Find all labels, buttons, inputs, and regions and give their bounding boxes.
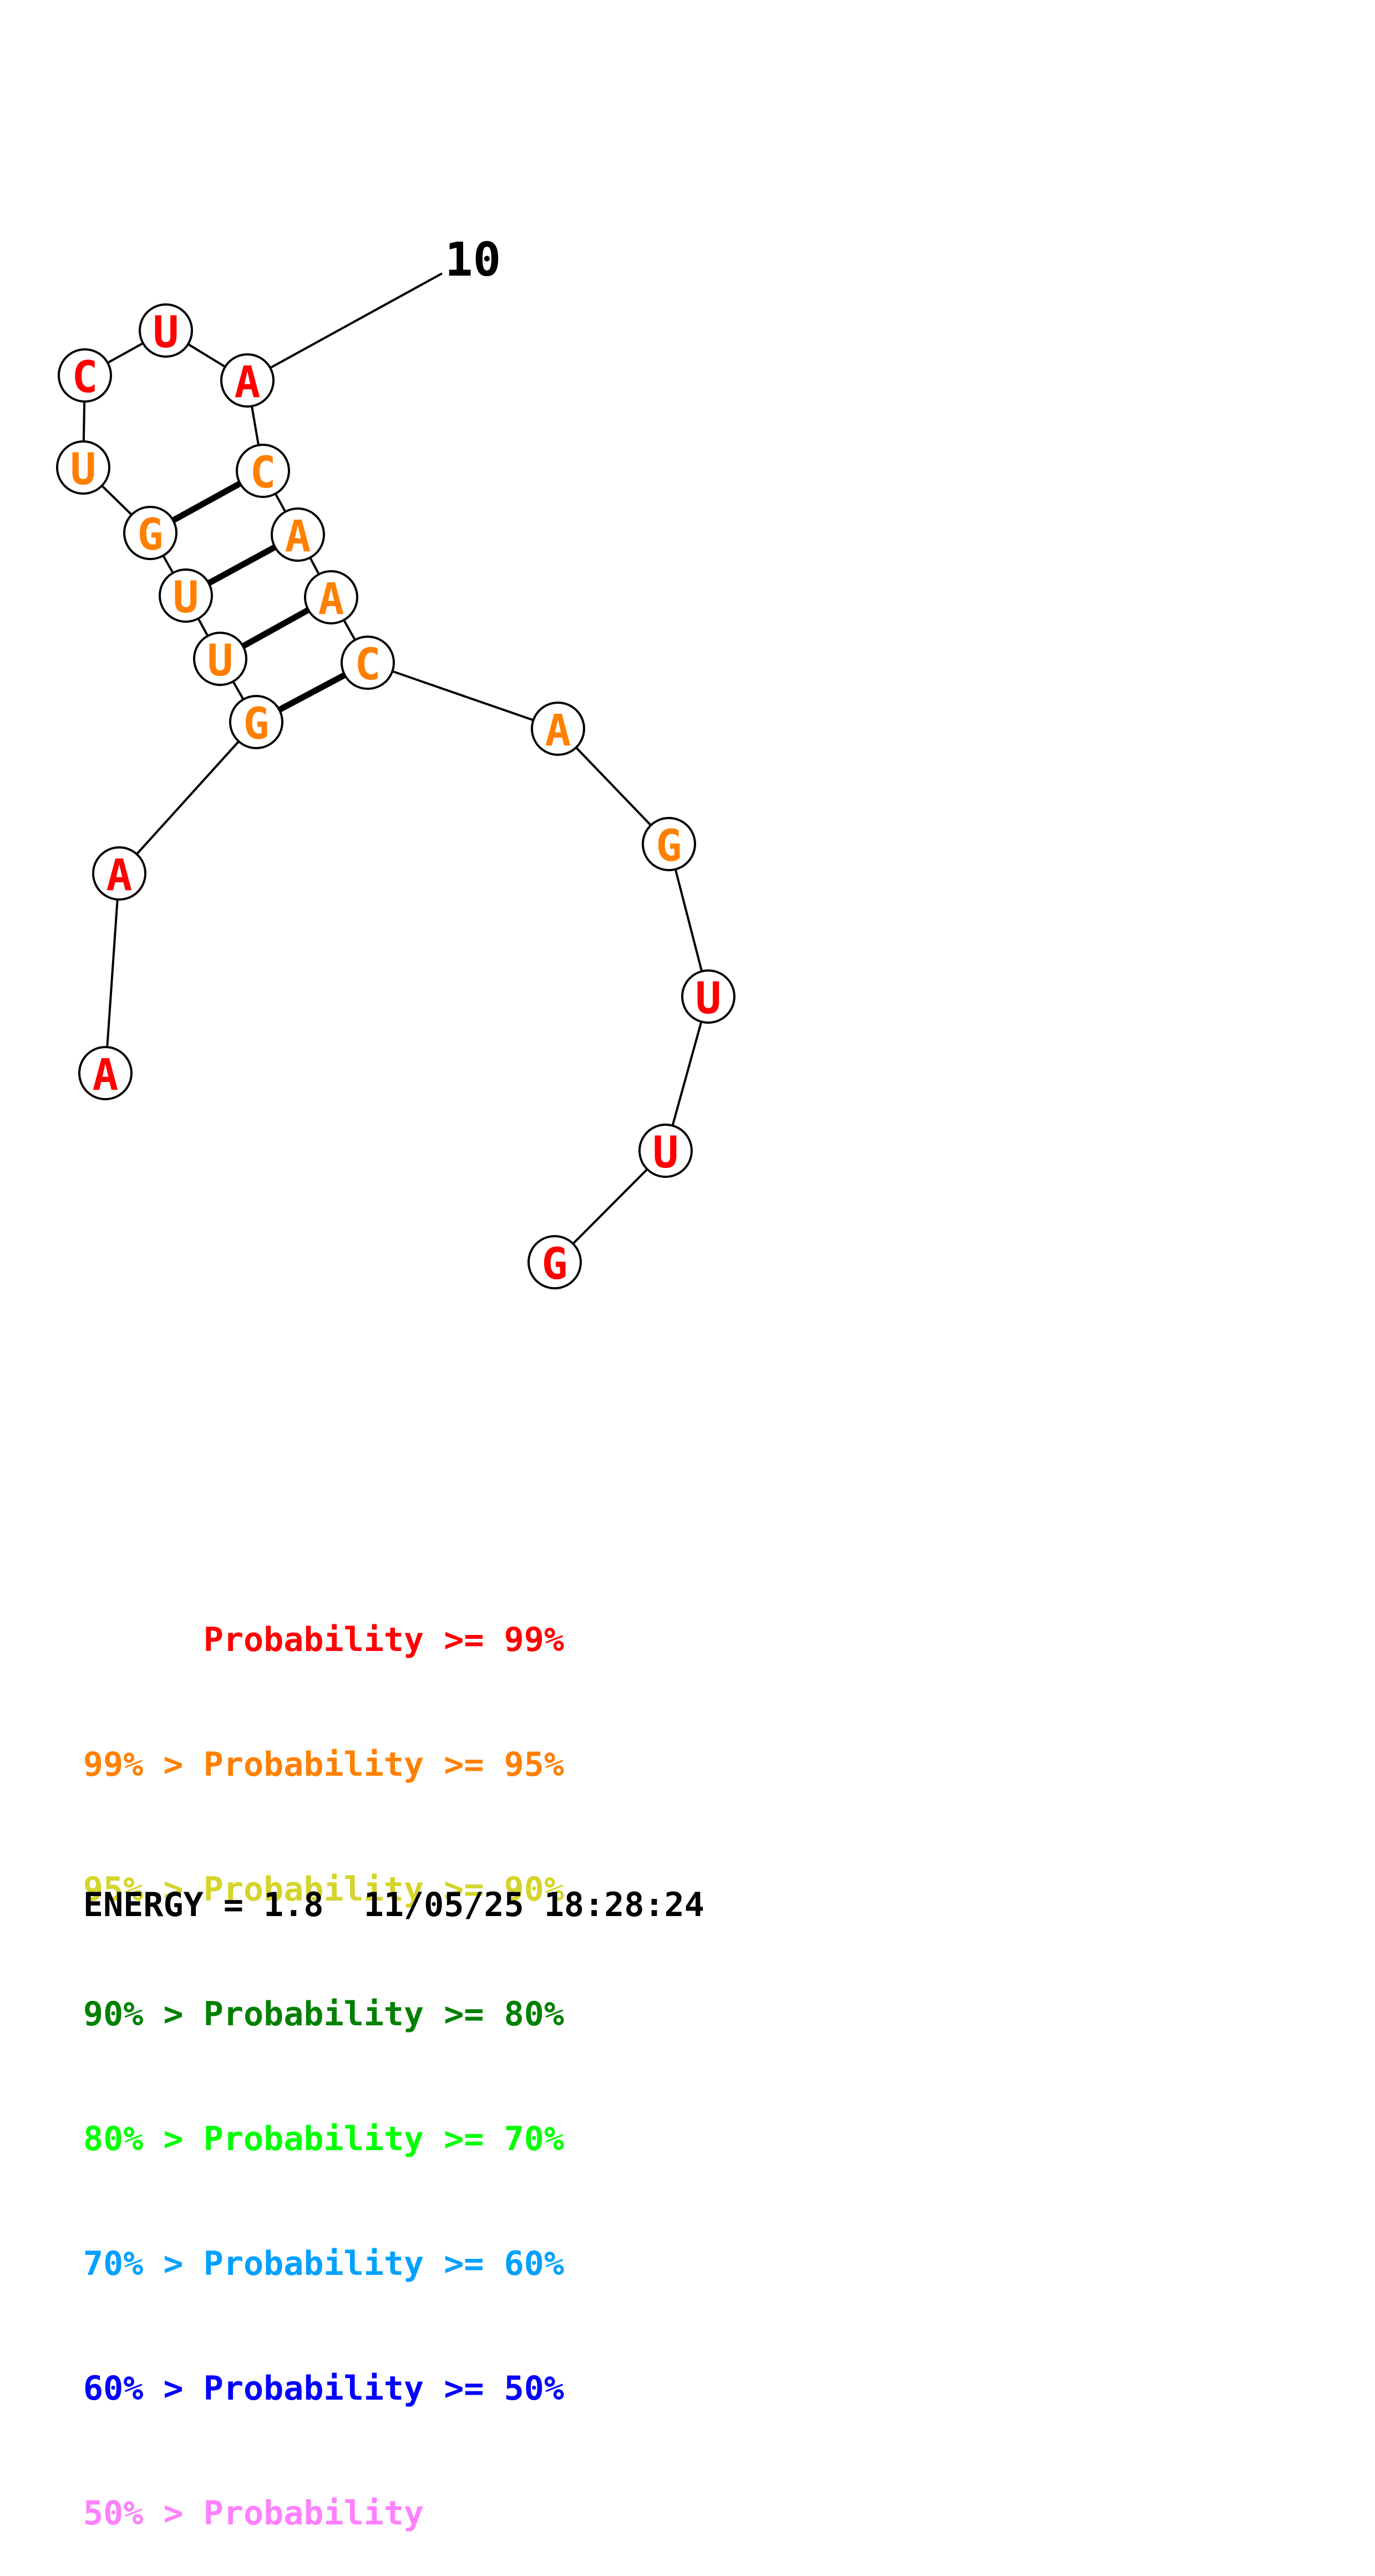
nucleotide-9: U [139,303,193,358]
nucleotide-5: U [159,568,213,623]
nucleotide-15: A [531,702,585,756]
nucleotide-circle [229,695,283,749]
legend-line: 70% > Probability >= 60% [83,2244,564,2283]
nucleotide-letter: A [93,1050,119,1100]
nucleotide-circle [78,1046,133,1100]
nucleotide-circle [139,303,193,358]
nucleotide-10: A [220,353,275,408]
legend-line: 50% > Probability [83,2494,424,2533]
nucleotide-circle [193,632,247,686]
nucleotide-letter: A [106,851,133,901]
nucleotide-letter: A [285,512,311,562]
nucleotide-circle [531,702,585,756]
backbone-lines [82,329,709,1263]
index-tick-line [247,272,443,382]
nucleotide-16: G [642,817,696,871]
nucleotide-letter: U [696,974,722,1024]
nucleotide-letter: G [542,1239,568,1289]
nucleotide-circle [271,507,325,562]
nucleotide-circle [92,846,146,901]
nucleotide-letter: U [153,308,179,358]
index-label-10: 10 [445,232,501,287]
backbone-segment [118,721,257,875]
nucleotide-8: C [58,348,112,403]
nucleotide-letter: G [243,699,270,749]
legend-line: 60% > Probability >= 50% [83,2369,564,2408]
nucleotide-6: G [123,506,177,560]
nucleotide-11: C [236,444,290,498]
nucleotide-circle [58,348,112,403]
nucleotide-letter: C [250,448,276,498]
nucleotide-1: A [78,1046,133,1100]
nucleotide-circle [681,969,735,1024]
nucleotide-letter: G [656,821,682,871]
nucleotide-circle [220,353,275,408]
legend-line: 99% > Probability >= 95% [83,1745,564,1784]
nucleotide-circle [236,444,290,498]
nucleotide-3: G [229,695,283,749]
nucleotide-letter: U [173,573,199,623]
nucleotide-letter: A [545,706,571,756]
nucleotide-circle [123,506,177,560]
legend-line: 95% > Probability >= 90% [83,1870,564,1909]
index-tick [247,272,443,382]
nucleotide-18: U [638,1124,693,1178]
nucleotide-19: G [527,1235,582,1289]
nucleotide-2: A [92,846,146,901]
nucleotide-12: A [271,507,325,562]
nucleotide-circle [56,440,110,495]
nucleotide-circle [159,568,213,623]
nucleotide-17: U [681,969,735,1024]
nucleotide-letter: A [235,358,261,408]
nucleotide-7: U [56,440,110,495]
nucleotide-letter: U [653,1128,679,1178]
nucleotide-letter: A [318,575,344,624]
nucleotide-circle [304,570,358,624]
nucleotide-letter: U [207,636,234,686]
legend-line: Probability >= 99% [83,1620,564,1659]
nucleotide-13: A [304,570,358,624]
nucleotide-4: U [193,632,247,686]
nucleotide-circle [341,636,395,690]
nucleotide-14: C [341,636,395,690]
probability-legend: Probability >= 99% 99% > Probability >= … [83,1536,564,2576]
legend-line: 80% > Probability >= 70% [83,2120,564,2158]
nucleotide-circle [642,817,696,871]
nucleotide-letter: G [138,510,164,560]
backbone-segment [367,662,559,730]
nucleotide-letter: U [70,445,97,495]
nucleotide-circle [638,1124,693,1178]
nucleotide-letter: C [72,353,98,403]
nucleotide-circle [527,1235,582,1289]
energy-timestamp: ENERGY = 1.8 11/05/25 18:28:24 [83,1886,704,1924]
nucleotide-letter: C [355,640,381,690]
legend-line: 90% > Probability >= 80% [83,1995,564,2034]
backbone-segment [104,873,120,1074]
